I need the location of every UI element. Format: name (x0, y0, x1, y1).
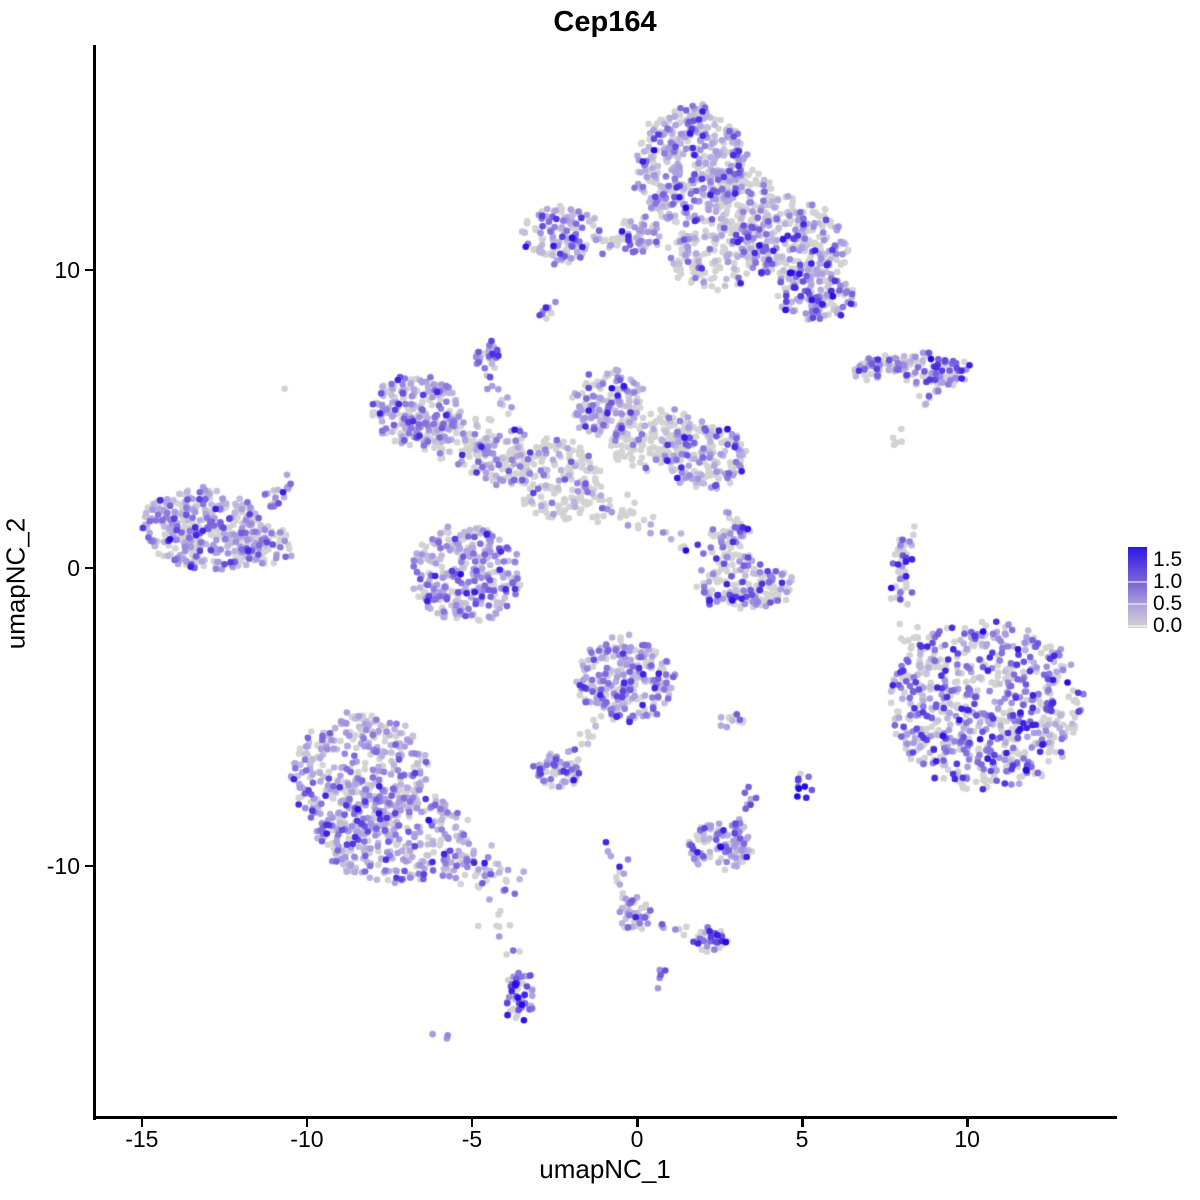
y-tick-mark (85, 864, 93, 868)
colorbar-tick-label: 0.5 (1153, 591, 1183, 615)
y-tick-mark (85, 566, 93, 570)
x-tick-mark (801, 1119, 804, 1127)
x-tick-label: 5 (795, 1126, 809, 1152)
colorbar-notch (1128, 602, 1147, 605)
x-tick-label: 10 (954, 1126, 980, 1152)
y-tick-mark (85, 268, 93, 272)
colorbar-notch (1128, 580, 1147, 583)
y-axis-title: umapNC_2 (0, 517, 31, 650)
y-tick-label: 10 (54, 256, 80, 283)
y-axis-line (93, 45, 96, 1120)
colorbar-tick-label: 1.0 (1153, 569, 1183, 593)
plot-title: Cep164 (553, 6, 657, 38)
x-tick-mark (966, 1119, 969, 1127)
colorbar-tick-label: 1.5 (1153, 547, 1183, 571)
x-axis-line (93, 1116, 1117, 1119)
x-tick-mark (470, 1119, 474, 1127)
y-tick-label: 0 (67, 554, 80, 581)
x-tick-mark (636, 1119, 639, 1127)
x-tick-label: -5 (461, 1126, 483, 1152)
x-tick-mark (305, 1119, 309, 1127)
colorbar-gradient (1128, 547, 1147, 628)
x-tick-label: -10 (290, 1126, 324, 1152)
x-tick-label: -15 (125, 1126, 159, 1152)
x-axis-title: umapNC_1 (539, 1154, 671, 1184)
colorbar-notch (1128, 624, 1147, 627)
colorbar-tick-label: 0.0 (1153, 613, 1183, 637)
x-tick-mark (140, 1119, 144, 1127)
y-tick-label: -10 (46, 852, 80, 879)
x-tick-label: 0 (630, 1126, 644, 1152)
